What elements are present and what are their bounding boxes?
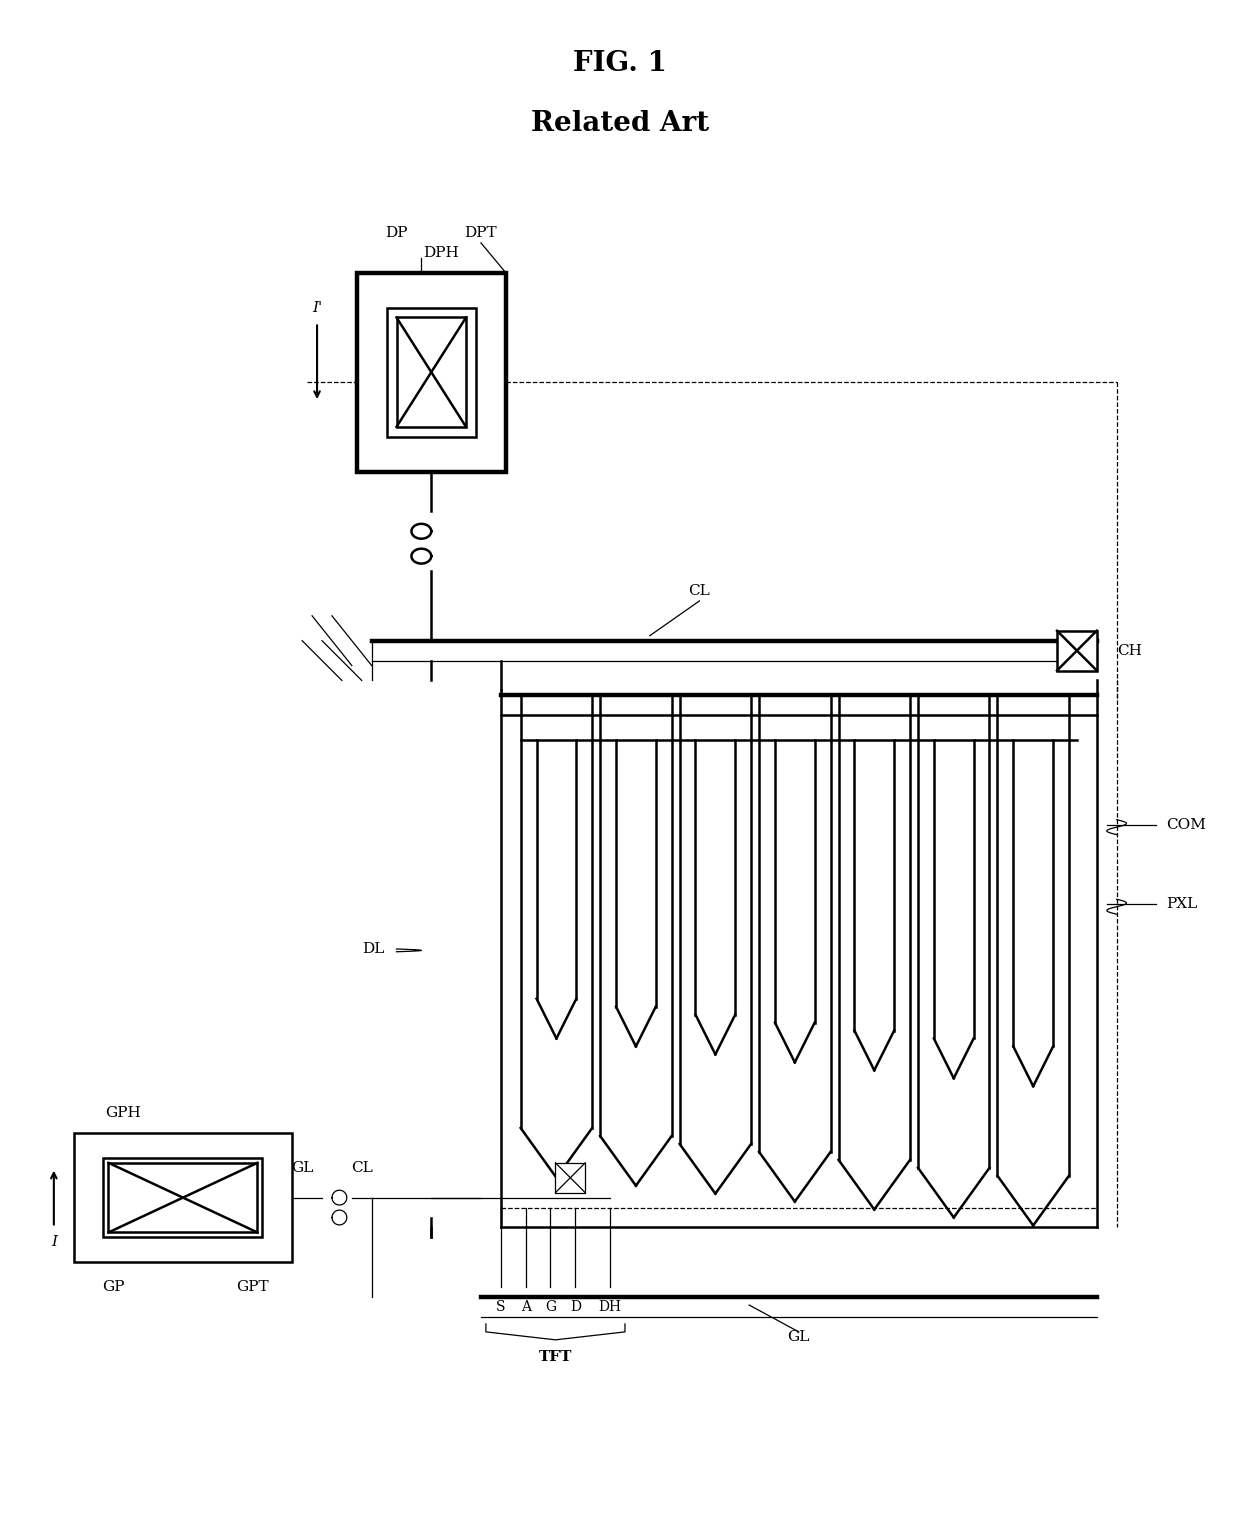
Text: I': I'	[312, 301, 322, 315]
Text: GP: GP	[102, 1280, 125, 1293]
Text: TFT: TFT	[538, 1350, 572, 1364]
Text: GPT: GPT	[236, 1280, 269, 1293]
Text: DL: DL	[362, 942, 384, 956]
Bar	[103, 1157, 263, 1237]
Text: A: A	[521, 1299, 531, 1315]
Text: GL: GL	[291, 1161, 314, 1174]
Bar	[556, 1162, 585, 1193]
Text: DH: DH	[599, 1299, 621, 1315]
Bar	[108, 1162, 258, 1232]
Text: CL: CL	[688, 583, 711, 599]
Text: G: G	[544, 1299, 556, 1315]
Text: S: S	[496, 1299, 506, 1315]
Bar	[73, 1133, 293, 1263]
Text: GL: GL	[787, 1330, 810, 1344]
Text: PXL: PXL	[1167, 898, 1198, 912]
Text: COM: COM	[1167, 817, 1207, 832]
Bar	[1056, 631, 1096, 670]
Text: Related Art: Related Art	[531, 110, 709, 137]
Text: DPT: DPT	[465, 226, 497, 240]
Text: FIG. 1: FIG. 1	[573, 50, 667, 78]
Bar	[357, 273, 506, 472]
Text: DPH: DPH	[423, 246, 459, 260]
Text: CH: CH	[1117, 643, 1142, 658]
Bar	[397, 318, 466, 428]
Bar	[387, 307, 476, 437]
Text: I: I	[51, 1235, 57, 1249]
Text: CL: CL	[351, 1161, 373, 1174]
Text: D: D	[570, 1299, 580, 1315]
Text: DP: DP	[386, 226, 408, 240]
Text: GPH: GPH	[105, 1106, 141, 1121]
